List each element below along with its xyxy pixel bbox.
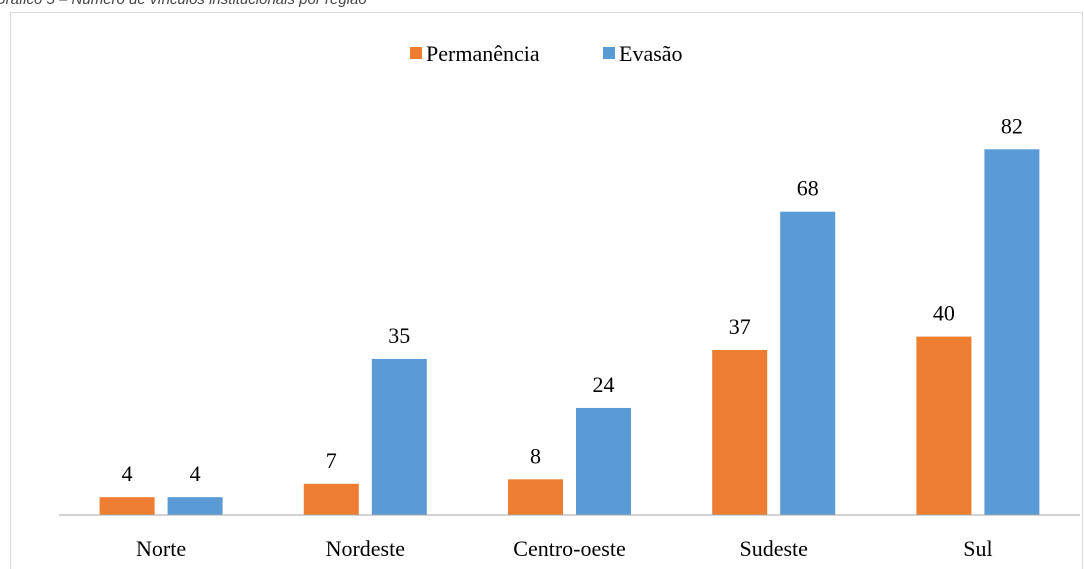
data-label: 40 — [933, 301, 955, 326]
bar — [99, 497, 155, 515]
x-tick-label: Nordeste — [326, 536, 405, 561]
bar — [576, 407, 631, 515]
data-label: 24 — [593, 372, 615, 397]
bar — [508, 479, 563, 515]
legend-label: Evasão — [619, 41, 683, 66]
legend-swatch — [603, 47, 615, 59]
data-label: 4 — [190, 461, 201, 486]
bar — [712, 349, 768, 515]
data-label: 37 — [729, 314, 751, 339]
x-tick-label: Centro-oeste — [513, 536, 625, 561]
x-tick-label: Sul — [963, 536, 992, 561]
bar — [916, 336, 972, 515]
data-label: 35 — [388, 323, 410, 348]
legend-label: Permanência — [426, 41, 540, 66]
chart-border — [10, 12, 1083, 569]
legend-swatch — [410, 47, 422, 59]
x-tick-label: Sudeste — [739, 536, 807, 561]
bar — [371, 358, 427, 515]
data-label: 8 — [530, 443, 541, 468]
bar — [167, 497, 223, 515]
data-label: 68 — [797, 176, 819, 201]
data-label: 4 — [122, 461, 133, 486]
x-tick-label: Norte — [136, 536, 186, 561]
bar — [303, 483, 359, 515]
data-label: 7 — [326, 448, 337, 473]
bar — [984, 149, 1040, 515]
bar — [780, 211, 836, 515]
chart-title: Gráfico 5 – Número de vínculos instituci… — [0, 0, 367, 8]
data-label: 82 — [1001, 113, 1023, 138]
